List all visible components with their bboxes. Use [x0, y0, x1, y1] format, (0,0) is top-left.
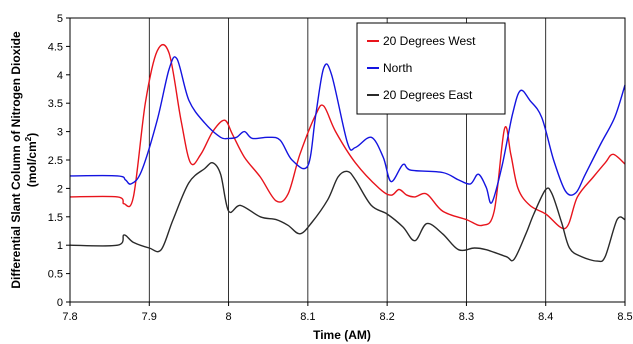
x-tick-label: 7.8: [62, 311, 77, 323]
legend-label: 20 Degrees West: [383, 34, 476, 48]
x-tick-label: 8.3: [459, 311, 474, 323]
y-axis-title-line1: Differential Slant Column of Nitrogen Di…: [9, 31, 23, 289]
y-axis-unit-suffix: ): [25, 133, 39, 137]
y-axis-title-line2: (mol/cm2): [24, 133, 39, 187]
series-lines: [69, 43, 626, 263]
y-tick-label: 3.5: [48, 98, 63, 110]
legend-box: [356, 22, 506, 115]
y-tick-label: 1: [57, 240, 63, 252]
y-tick-label: 2.5: [48, 155, 63, 167]
x-tick-label: 8.4: [538, 311, 553, 323]
y-axis-ticks: 0 0.5 1 1.5 2 2.5 3 3.5 4 4.5 5: [48, 13, 70, 309]
y-axis-title: Differential Slant Column of Nitrogen Di…: [9, 31, 39, 289]
y-tick-label: 0.5: [48, 269, 63, 281]
x-tick-label: 8: [226, 311, 232, 323]
x-tick-label: 8.2: [379, 311, 394, 323]
x-tick-label: 8.1: [300, 311, 315, 323]
y-tick-label: 3: [57, 127, 63, 139]
y-tick-label: 4: [57, 70, 63, 82]
series-line-0: [69, 43, 626, 230]
series-line-2: [69, 161, 626, 263]
series-line-1: [69, 56, 626, 204]
legend-label: 20 Degrees East: [383, 88, 473, 102]
x-tick-label: 8.5: [617, 311, 632, 323]
y-tick-label: 4.5: [48, 41, 63, 53]
x-axis-title: Time (AM): [313, 328, 371, 342]
y-axis-unit-sup: 2: [24, 136, 33, 141]
y-tick-label: 0: [57, 297, 63, 309]
legend-label: North: [383, 61, 412, 75]
y-tick-label: 2: [57, 183, 63, 195]
x-axis-ticks: 7.8 7.9 8 8.1 8.2 8.3 8.4 8.5: [62, 302, 633, 323]
legend: 20 Degrees West North 20 Degrees East: [356, 22, 506, 115]
y-axis-unit-prefix: (mol/cm: [25, 141, 39, 187]
y-tick-label: 1.5: [48, 212, 63, 224]
y-tick-label: 5: [57, 13, 63, 25]
x-tick-label: 7.9: [142, 311, 157, 323]
